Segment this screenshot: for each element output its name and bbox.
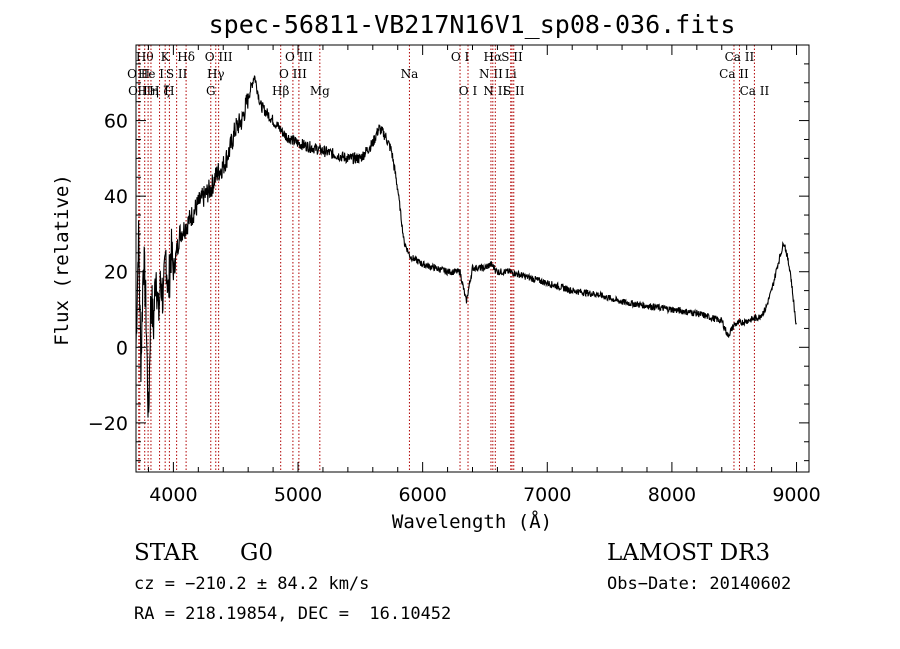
spectral-line-label: Hβ <box>272 84 289 98</box>
spectral-line-label: Hα <box>484 50 503 64</box>
spectral-line-label: O II <box>128 84 151 98</box>
spectral-line-label: Mg <box>310 84 330 98</box>
spectral-line-label: N II <box>483 84 507 98</box>
spectral-line-label: O III <box>279 67 307 81</box>
spectral-line-label: K <box>161 50 171 64</box>
y-tick-label: 0 <box>116 337 128 359</box>
spectral-line-label: Na <box>401 67 419 81</box>
y-tick-label: 60 <box>104 111 128 133</box>
spectral-line-label: Hδ <box>177 50 195 64</box>
spectral-line-label: Ca II <box>719 67 749 81</box>
y-tick-label: −20 <box>88 413 128 435</box>
redshift-velocity: cz = −210.2 ± 84.2 km/s <box>134 574 370 594</box>
spectral-line-label: Hγ <box>207 67 225 81</box>
spectral-line-label: S II <box>501 50 523 64</box>
spectral-line-label: S II <box>166 67 188 81</box>
y-tick-label: 40 <box>104 186 128 208</box>
x-tick-label: 7000 <box>523 484 571 506</box>
spectral-line-label: G <box>206 84 216 98</box>
x-tick-label: 4000 <box>149 484 197 506</box>
spectral-line-label: He I <box>138 67 164 81</box>
chart-title: spec-56811-VB217N16V1_sp08-036.fits <box>209 10 736 39</box>
coordinates: RA = 218.19854, DEC = 16.10452 <box>134 604 452 624</box>
spectral-line-label: S II <box>503 84 525 98</box>
plot-frame <box>135 44 810 473</box>
y-axis-label: Flux (relative) <box>51 174 73 346</box>
x-tick-label: 9000 <box>772 484 820 506</box>
object-class: STAR <box>134 540 198 566</box>
x-axis-label: Wavelength (Å) <box>392 510 552 533</box>
spectral-line-label: Ca II <box>725 50 755 64</box>
spectral-line-label: H <box>164 84 174 98</box>
spectral-line-label: Hθ <box>136 50 154 64</box>
spectral-line-label: Li <box>505 67 517 81</box>
spectral-line-label: O III <box>205 50 233 64</box>
spectral-line-label: N II <box>479 67 503 81</box>
spectral-line-label: Ca II <box>740 84 770 98</box>
spectral-line-label: H η <box>137 84 158 98</box>
observation-date: Obs−Date: 20140602 <box>607 574 792 594</box>
spectral-line-label: O III <box>285 50 313 64</box>
spectrum-chart: spec-56811-VB217N16V1_sp08-036.fits O II… <box>51 10 821 533</box>
x-tick-label: 6000 <box>398 484 446 506</box>
object-subclass: G0 <box>240 540 274 566</box>
spectral-line-label: O I <box>451 50 470 64</box>
y-tick-label: 20 <box>104 262 128 284</box>
x-tick-label: 5000 <box>274 484 322 506</box>
x-tick-label: 8000 <box>648 484 696 506</box>
survey-name: LAMOST DR3 <box>607 540 771 566</box>
spectral-line-label: O I <box>459 84 478 98</box>
spectrum-line <box>135 75 797 418</box>
